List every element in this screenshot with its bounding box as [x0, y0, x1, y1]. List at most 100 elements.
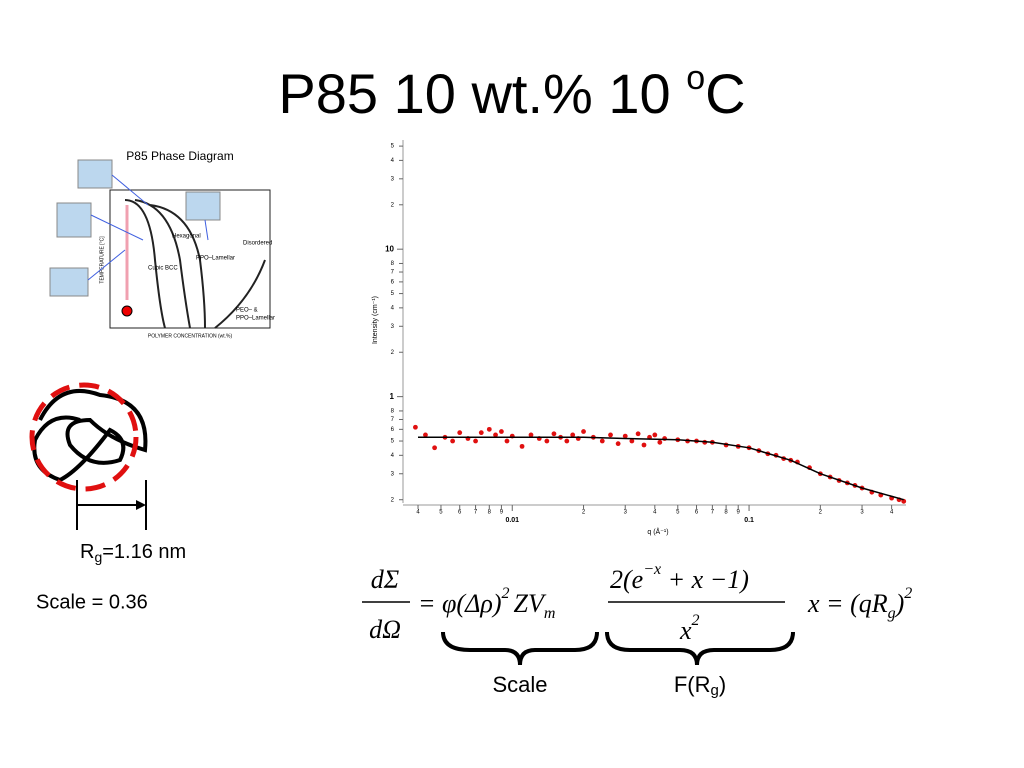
y-tick-label: 3: [391, 176, 395, 182]
data-point: [528, 432, 534, 438]
x-tick-label: 2: [819, 510, 823, 516]
y-tick-label: 2: [391, 497, 395, 503]
data-point: [473, 438, 478, 444]
y-tick-label: 5: [391, 291, 395, 297]
data-point: [504, 438, 510, 444]
phase-diagram: P85 Phase Diagram Hexagonal Cubic BCC PP…: [49, 149, 275, 339]
phase-label: PEO– &: [236, 308, 258, 314]
x-tick-label: 3: [860, 510, 864, 516]
eq-num: dΣ: [371, 565, 400, 594]
y-tick-label: 5: [391, 439, 395, 445]
phase-caption: P85 Phase Diagram: [126, 149, 233, 163]
eq-f2: 2(e: [610, 565, 643, 594]
data-point: [652, 432, 658, 438]
eq-phi: = φ(Δρ): [418, 589, 501, 618]
data-point: [635, 431, 641, 437]
y-tick-label: 8: [391, 409, 395, 415]
pointer-lines: [87, 174, 209, 281]
title-end: C: [705, 62, 745, 125]
data-point: [641, 442, 647, 448]
eq-fx2: 2: [692, 612, 700, 629]
y-tick-label: 6: [391, 279, 395, 285]
micelle-icon: [49, 267, 89, 297]
title: P85 10 wt.% 10 oC: [278, 59, 745, 125]
rg-r: R: [80, 541, 94, 563]
x-tick-label: 0.01: [505, 517, 519, 524]
rg-circle: [29, 382, 139, 492]
x-tick-label: 9: [737, 510, 741, 516]
data-point: [564, 438, 570, 444]
brace-f: [605, 631, 795, 666]
data-point: [432, 445, 438, 451]
y-tick-label: 7: [391, 417, 395, 423]
phase-ylabel: TEMPERATURE [°C]: [99, 236, 105, 284]
f-g: g: [710, 682, 718, 699]
y-tick-label: 8: [391, 261, 395, 267]
data-point: [581, 429, 586, 434]
x-tick-label: 7: [474, 510, 478, 516]
data-point: [608, 432, 613, 438]
eq-xg: g: [888, 605, 896, 622]
eq-ex: −x: [643, 561, 661, 578]
f-close: ): [719, 672, 726, 697]
data-point: [622, 433, 628, 439]
data-point: [544, 438, 550, 444]
data-point: [499, 429, 504, 434]
x-tick-label: 6: [458, 510, 462, 516]
data-point: [413, 424, 418, 430]
x-tick-label: 7: [711, 510, 715, 516]
y-tick-label: 5: [391, 144, 395, 150]
phase-label: PPO–Lamellar: [196, 256, 235, 262]
fit-line: [418, 436, 904, 501]
f-r: F(R: [674, 672, 711, 697]
rg-label: Rg=1.16 nm: [80, 541, 186, 564]
micelle-icon: [77, 159, 113, 189]
x-tick-label: 0.1: [744, 517, 754, 524]
x-tick-label: 2: [582, 510, 586, 516]
phase-label: Hexagonal: [172, 234, 201, 240]
eq-x: x = (qRg)2: [807, 585, 912, 622]
brace-label: F(Rg): [674, 672, 726, 699]
eq-sq: 2: [501, 585, 509, 602]
phase-label: Disordered: [243, 241, 272, 247]
data-point: [657, 439, 663, 445]
rg-rest: =1.16 nm: [102, 541, 186, 563]
phase-curves: [124, 199, 206, 329]
data-point: [457, 430, 463, 436]
scale-label: Scale = 0.36: [36, 591, 148, 613]
brace-label: Scale: [492, 672, 547, 697]
x-tick-label: 8: [724, 510, 728, 516]
x-tick-label: 5: [439, 510, 443, 516]
x-tick-label: 9: [500, 510, 504, 516]
x-tick-label: 3: [624, 510, 628, 516]
data-point: [519, 443, 525, 449]
eq-x2: 2: [904, 585, 912, 602]
x-tick-label: 4: [416, 510, 420, 516]
data-point: [551, 431, 557, 437]
eq-fx: x: [679, 616, 692, 645]
eq-zv: ZV: [513, 589, 546, 618]
phase-curve: [214, 259, 266, 329]
rg-sub: g: [94, 549, 102, 565]
x-tick-label: 5: [676, 510, 680, 516]
phase-label: Cubic BCC: [148, 266, 178, 272]
phase-xlabel: POLYMER CONCENTRATION (wt.%): [148, 333, 233, 339]
y-tick-label: 4: [391, 453, 395, 459]
brace-scale: [441, 631, 599, 666]
eq-xe: x = (qR: [807, 589, 888, 618]
data-point: [423, 432, 428, 438]
x-tick-label: 8: [488, 510, 492, 516]
title-sup: o: [686, 59, 705, 97]
data-point: [478, 430, 484, 436]
micelle-icon: [185, 191, 221, 221]
y-tick-label: 1: [390, 392, 395, 401]
micelle-icon: [56, 202, 92, 238]
x-tick-label: 4: [890, 510, 894, 516]
y-tick-label: 3: [391, 471, 395, 477]
eq-fden: x2: [679, 612, 700, 645]
x-tick-label: 4: [653, 510, 657, 516]
title-main: P85 10 wt.% 10: [278, 62, 686, 125]
y-tick-label: 4: [391, 305, 395, 311]
